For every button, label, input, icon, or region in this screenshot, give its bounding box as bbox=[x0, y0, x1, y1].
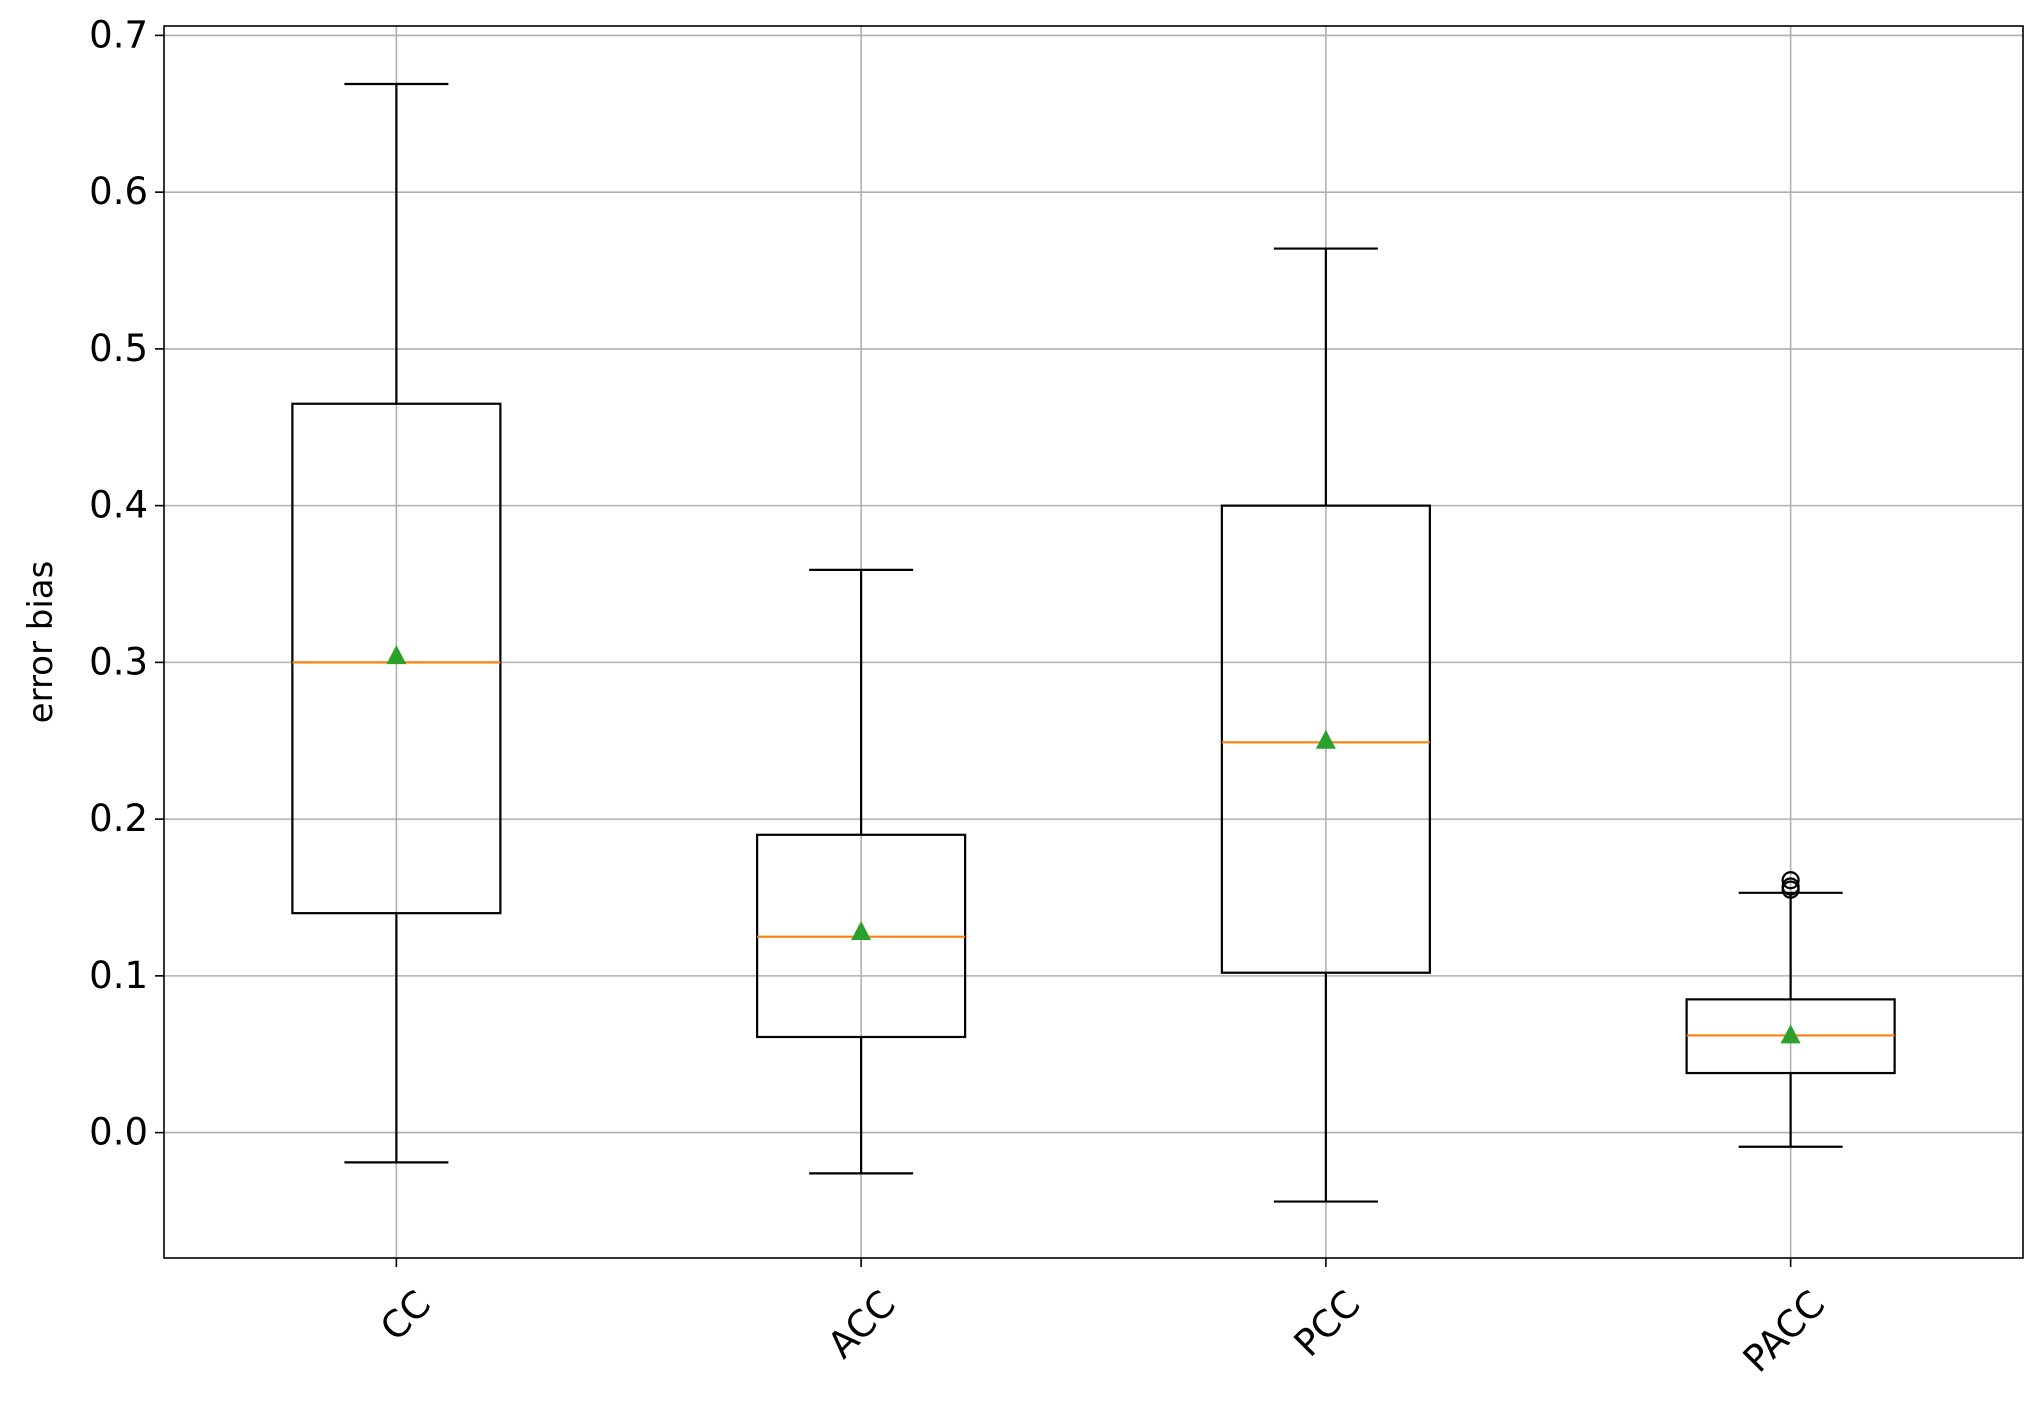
y-tick-label: 0.1 bbox=[89, 954, 148, 997]
y-tick-label: 0.3 bbox=[89, 640, 148, 683]
outlier-point bbox=[1781, 877, 1800, 896]
x-tick-label: PACC bbox=[1735, 1282, 1833, 1380]
x-tick-label: CC bbox=[372, 1282, 439, 1349]
x-axis: CC ACC PCC PACC bbox=[372, 1258, 1833, 1381]
y-tick-label: 0.0 bbox=[89, 1111, 148, 1154]
y-tick-label: 0.2 bbox=[89, 797, 148, 840]
x-tick-label: PCC bbox=[1286, 1282, 1369, 1365]
outlier-point bbox=[1781, 871, 1800, 890]
mean-marker bbox=[1315, 729, 1336, 749]
box-CC bbox=[291, 402, 502, 915]
axes-frame bbox=[163, 25, 2024, 1259]
mean-marker bbox=[1780, 1024, 1801, 1044]
y-axis: 0.0 0.1 0.2 0.3 0.4 0.5 0.6 0.7 bbox=[89, 13, 164, 1154]
y-tick-label: 0.5 bbox=[89, 327, 148, 370]
mean-marker bbox=[386, 645, 407, 665]
y-axis-label: error bias bbox=[21, 561, 61, 724]
y-tick-label: 0.7 bbox=[89, 13, 148, 56]
box-PCC bbox=[1220, 504, 1431, 974]
x-tick-label: ACC bbox=[819, 1282, 903, 1366]
mean-marker bbox=[851, 920, 872, 940]
boxes bbox=[291, 82, 1896, 1203]
y-tick-label: 0.4 bbox=[89, 484, 148, 527]
y-tick-label: 0.6 bbox=[89, 170, 148, 213]
